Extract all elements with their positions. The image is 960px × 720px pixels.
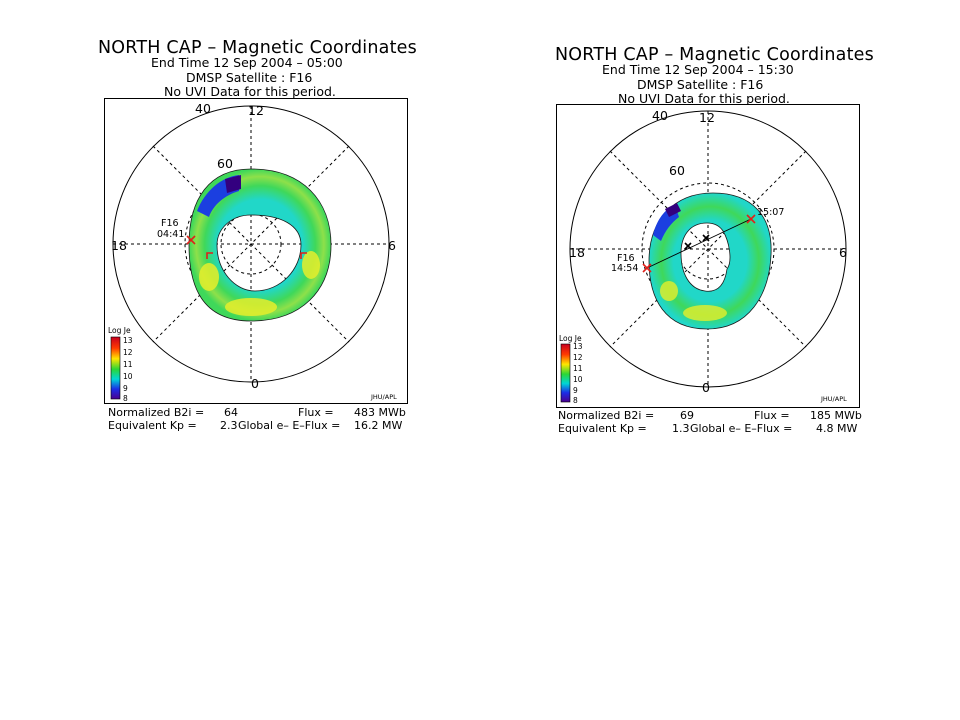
uvi-note: No UVI Data for this period. <box>164 84 336 99</box>
mlt-label-18: 18 <box>111 238 127 253</box>
plot-title: NORTH CAP – Magnetic Coordinates <box>555 45 874 65</box>
mlt-label-0: 0 <box>251 376 259 391</box>
polar-plot: 40 12 60 18 6 0 F16 14:54 15:07 Log Je 1… <box>559 108 847 405</box>
mlt-label-12: 12 <box>699 110 715 125</box>
eflux-value: 4.8 MW <box>816 422 858 435</box>
colorbar-tick: 11 <box>123 360 133 369</box>
flux-value: 185 MWb <box>810 409 862 422</box>
b2i-label: Normalized B2i = <box>108 406 205 419</box>
eflux-value: 16.2 MW <box>354 419 403 432</box>
end-time: End Time 12 Sep 2004 – 05:00 <box>151 55 343 70</box>
colorbar-tick: 10 <box>573 375 583 384</box>
oval-purple-patch <box>225 175 241 193</box>
colorbar-tick: 10 <box>123 372 133 381</box>
colorbar-tick: 8 <box>573 396 578 405</box>
right-panel: NORTH CAP – Magnetic Coordinates End Tim… <box>460 0 960 460</box>
uvi-note: No UVI Data for this period. <box>618 91 790 106</box>
satellite: DMSP Satellite : F16 <box>637 77 764 92</box>
colorbar-tick: 13 <box>573 342 583 351</box>
mlt-label-6: 6 <box>839 245 847 260</box>
flux-label: Flux = <box>754 409 790 422</box>
colorbar <box>110 336 121 400</box>
lat-label-60: 60 <box>217 156 233 171</box>
b2i-value: 64 <box>224 406 238 419</box>
colorbar <box>560 343 571 403</box>
colorbar-tick: 13 <box>123 336 133 345</box>
lat-label-40: 40 <box>652 108 668 123</box>
colorbar-tick: 12 <box>573 353 583 362</box>
mlt-spokes <box>113 106 389 382</box>
colorbar-tick: 8 <box>123 394 128 403</box>
mlt-label-6: 6 <box>388 238 396 253</box>
pass-label-time: 04:41 <box>157 229 184 240</box>
pass-label-name: F16 <box>617 253 635 264</box>
b2i-value: 69 <box>680 409 694 422</box>
auroral-oval <box>188 168 332 322</box>
polar-plot: 40 12 60 18 6 0 F16 04:41 Log Je 13 12 1… <box>108 101 397 403</box>
colorbar-tick: 12 <box>123 348 133 357</box>
kp-value: 1.3 <box>672 422 690 435</box>
pass-label-time: 14:54 <box>611 263 638 274</box>
oval-purple-patch <box>665 203 681 217</box>
colorbar-tick: 9 <box>573 386 578 395</box>
oval-yellow-patches <box>199 251 320 316</box>
satellite-track-endpoints <box>642 214 756 273</box>
polar-plot-frame: 40 12 60 18 6 0 F16 04:41 Log Je 13 12 1… <box>104 98 408 404</box>
credit: JHU/APL <box>370 393 397 401</box>
stats-block: Normalized B2i = 69 Flux = 185 MWb Equiv… <box>558 409 862 440</box>
colorbar-label: Log Je <box>559 334 582 343</box>
kp-label: Equivalent Kp = <box>558 422 647 435</box>
satellite: DMSP Satellite : F16 <box>186 70 313 85</box>
colorbar-tick: 9 <box>123 384 128 393</box>
kp-value: 2.3 <box>220 419 238 432</box>
oval-yellow-patches <box>660 281 727 321</box>
stats-block: Normalized B2i = 64 Flux = 483 MWb Equiv… <box>108 407 408 437</box>
flux-label: Flux = <box>298 406 334 419</box>
plot-title: NORTH CAP – Magnetic Coordinates <box>98 38 417 58</box>
lat-label-60: 60 <box>669 163 685 178</box>
satellite-track <box>186 235 307 259</box>
polar-plot-frame: 40 12 60 18 6 0 F16 14:54 15:07 Log Je 1… <box>556 104 860 408</box>
b2i-label: Normalized B2i = <box>558 409 655 422</box>
mlt-label-18: 18 <box>569 245 585 260</box>
eflux-label: Global e– E–Flux = <box>238 419 341 432</box>
eflux-label: Global e– E–Flux = <box>690 422 793 435</box>
pass-label-name: F16 <box>161 218 179 229</box>
pass-label-time-end: 15:07 <box>757 207 784 218</box>
flux-value: 483 MWb <box>354 406 406 419</box>
end-time: End Time 12 Sep 2004 – 15:30 <box>602 62 794 77</box>
mlt-spokes <box>570 111 846 387</box>
credit: JHU/APL <box>820 395 847 403</box>
lat-label-40: 40 <box>195 101 211 116</box>
mlt-label-0: 0 <box>702 380 710 395</box>
colorbar-tick: 11 <box>573 364 583 373</box>
colorbar-label: Log Je <box>108 326 131 335</box>
mlt-label-12: 12 <box>248 103 264 118</box>
satellite-track-marks <box>684 234 710 250</box>
kp-label: Equivalent Kp = <box>108 419 197 432</box>
satellite-track-line <box>646 218 752 269</box>
left-panel: NORTH CAP – Magnetic Coordinates End Tim… <box>0 0 480 460</box>
